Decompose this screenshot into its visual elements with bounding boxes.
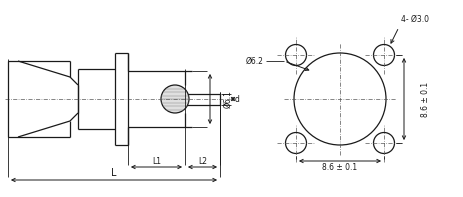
Text: d: d <box>234 95 239 103</box>
Text: Ø6.2: Ø6.2 <box>245 57 263 65</box>
Text: 4- Ø3.0: 4- Ø3.0 <box>400 15 428 24</box>
Text: L2: L2 <box>198 156 206 165</box>
Text: 8.6 ± 0.1: 8.6 ± 0.1 <box>420 81 430 117</box>
Circle shape <box>161 85 188 113</box>
Text: Ø6.1: Ø6.1 <box>223 90 232 108</box>
Text: L: L <box>111 168 117 178</box>
Text: L1: L1 <box>152 156 161 165</box>
Text: 8.6 ± 0.1: 8.6 ± 0.1 <box>322 164 357 173</box>
